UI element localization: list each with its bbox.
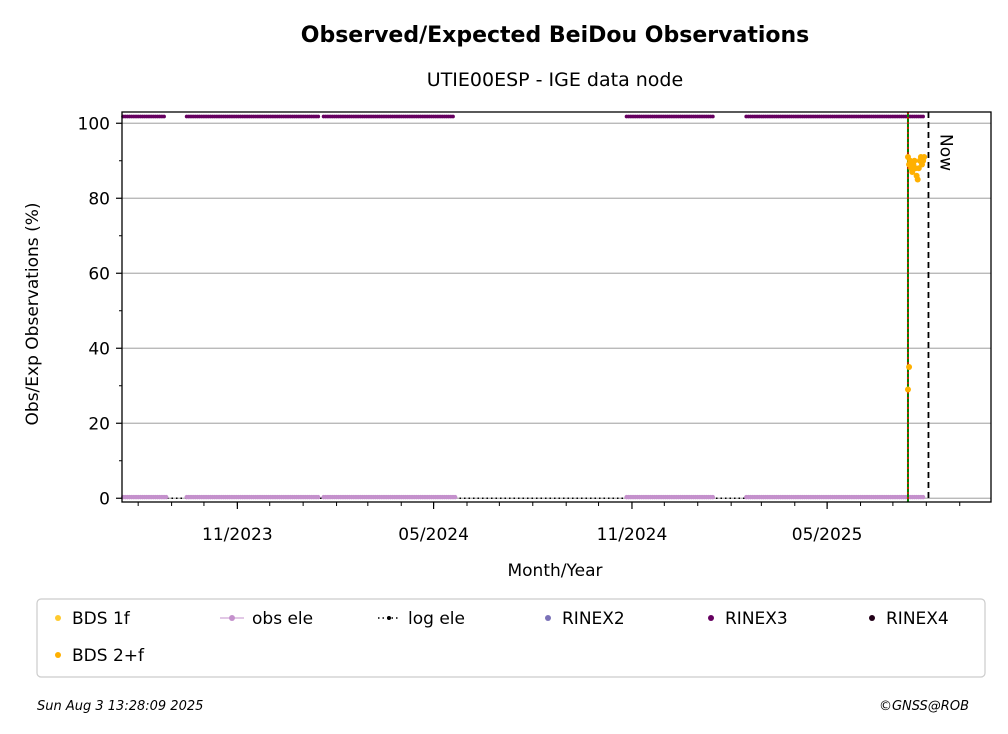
obs-ele-point xyxy=(452,494,458,500)
bds-point xyxy=(906,364,913,370)
y-tick-label: 80 xyxy=(88,189,110,209)
rinex3-point xyxy=(316,114,321,119)
legend-marker xyxy=(387,616,391,620)
legend-box xyxy=(36,598,986,678)
bds-point xyxy=(911,157,918,164)
legend-label: obs ele xyxy=(252,609,313,629)
plot-frame xyxy=(121,111,992,503)
event-lines xyxy=(906,112,930,502)
obs-ele-point xyxy=(710,494,716,500)
rinex3-point xyxy=(451,114,455,119)
legend-label: RINEX2 xyxy=(562,609,625,629)
y-axis-ticks: 0 20 40 60 80 100 xyxy=(78,114,122,509)
obs-ele-point xyxy=(920,494,926,500)
legend-marker xyxy=(545,615,551,621)
period-markers xyxy=(120,114,926,500)
legend: BDS 1f obs ele log ele RINEX2 RINEX3 RINEX4 BD… xyxy=(36,598,986,678)
legend-marker xyxy=(229,615,235,621)
legend-label: BDS 1f xyxy=(72,609,131,629)
y-tick-label: 60 xyxy=(88,264,110,284)
rinex3-point xyxy=(710,114,715,119)
x-axis-ticks: 11/2023 05/2024 11/2024 05/2025 xyxy=(137,502,961,545)
legend-marker xyxy=(708,615,714,621)
legend-label: RINEX4 xyxy=(886,609,949,629)
x-tick-label: 05/2024 xyxy=(398,525,469,545)
legend-label: RINEX3 xyxy=(725,609,788,629)
bds-point xyxy=(921,154,928,160)
x-tick-label: 11/2023 xyxy=(202,525,273,545)
legend-marker xyxy=(55,615,61,621)
grid-lines xyxy=(122,122,991,499)
chart-subtitle: UTIE00ESP - IGE data node xyxy=(427,69,683,91)
data-points xyxy=(904,154,928,393)
y-tick-label: 40 xyxy=(88,339,110,359)
y-tick-label: 20 xyxy=(88,414,110,434)
rinex3-point xyxy=(921,114,925,119)
rinex3-point xyxy=(162,114,166,119)
bds-point xyxy=(904,386,911,393)
footer-timestamp: Sun Aug 3 13:28:09 2025 xyxy=(37,699,203,714)
legend-marker xyxy=(55,652,61,658)
chart-title: Observed/Expected BeiDou Observations xyxy=(301,23,810,48)
footer-copyright: ©GNSS@ROB xyxy=(879,699,969,714)
x-axis-label: Month/Year xyxy=(507,561,602,581)
bds-point xyxy=(914,176,921,183)
x-tick-label: 11/2024 xyxy=(597,525,668,545)
y-tick-label: 0 xyxy=(99,489,110,509)
x-tick-label: 05/2025 xyxy=(792,525,863,545)
obs-ele-point xyxy=(164,494,169,500)
legend-items: BDS 1f obs ele log ele RINEX2 RINEX3 RINEX4 BD… xyxy=(55,609,949,666)
obs-ele-point xyxy=(316,494,321,500)
y-axis-label: Obs/Exp Observations (%) xyxy=(23,203,43,426)
now-label: Now xyxy=(935,134,955,171)
y-tick-label: 100 xyxy=(78,114,110,134)
legend-label: log ele xyxy=(408,609,465,629)
legend-label: BDS 2+f xyxy=(72,646,145,666)
legend-marker xyxy=(869,615,875,621)
